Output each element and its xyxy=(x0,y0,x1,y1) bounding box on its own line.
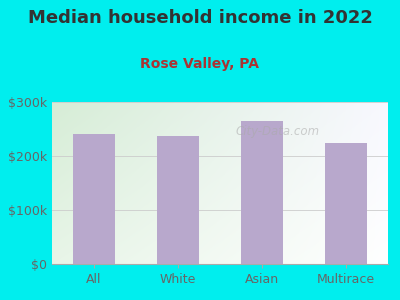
Bar xyxy=(73,134,115,264)
Bar xyxy=(241,121,283,264)
Bar xyxy=(325,142,367,264)
Text: Rose Valley, PA: Rose Valley, PA xyxy=(140,57,260,71)
Text: City-Data.com: City-Data.com xyxy=(235,125,319,138)
Bar xyxy=(157,136,199,264)
Text: Median household income in 2022: Median household income in 2022 xyxy=(28,9,372,27)
